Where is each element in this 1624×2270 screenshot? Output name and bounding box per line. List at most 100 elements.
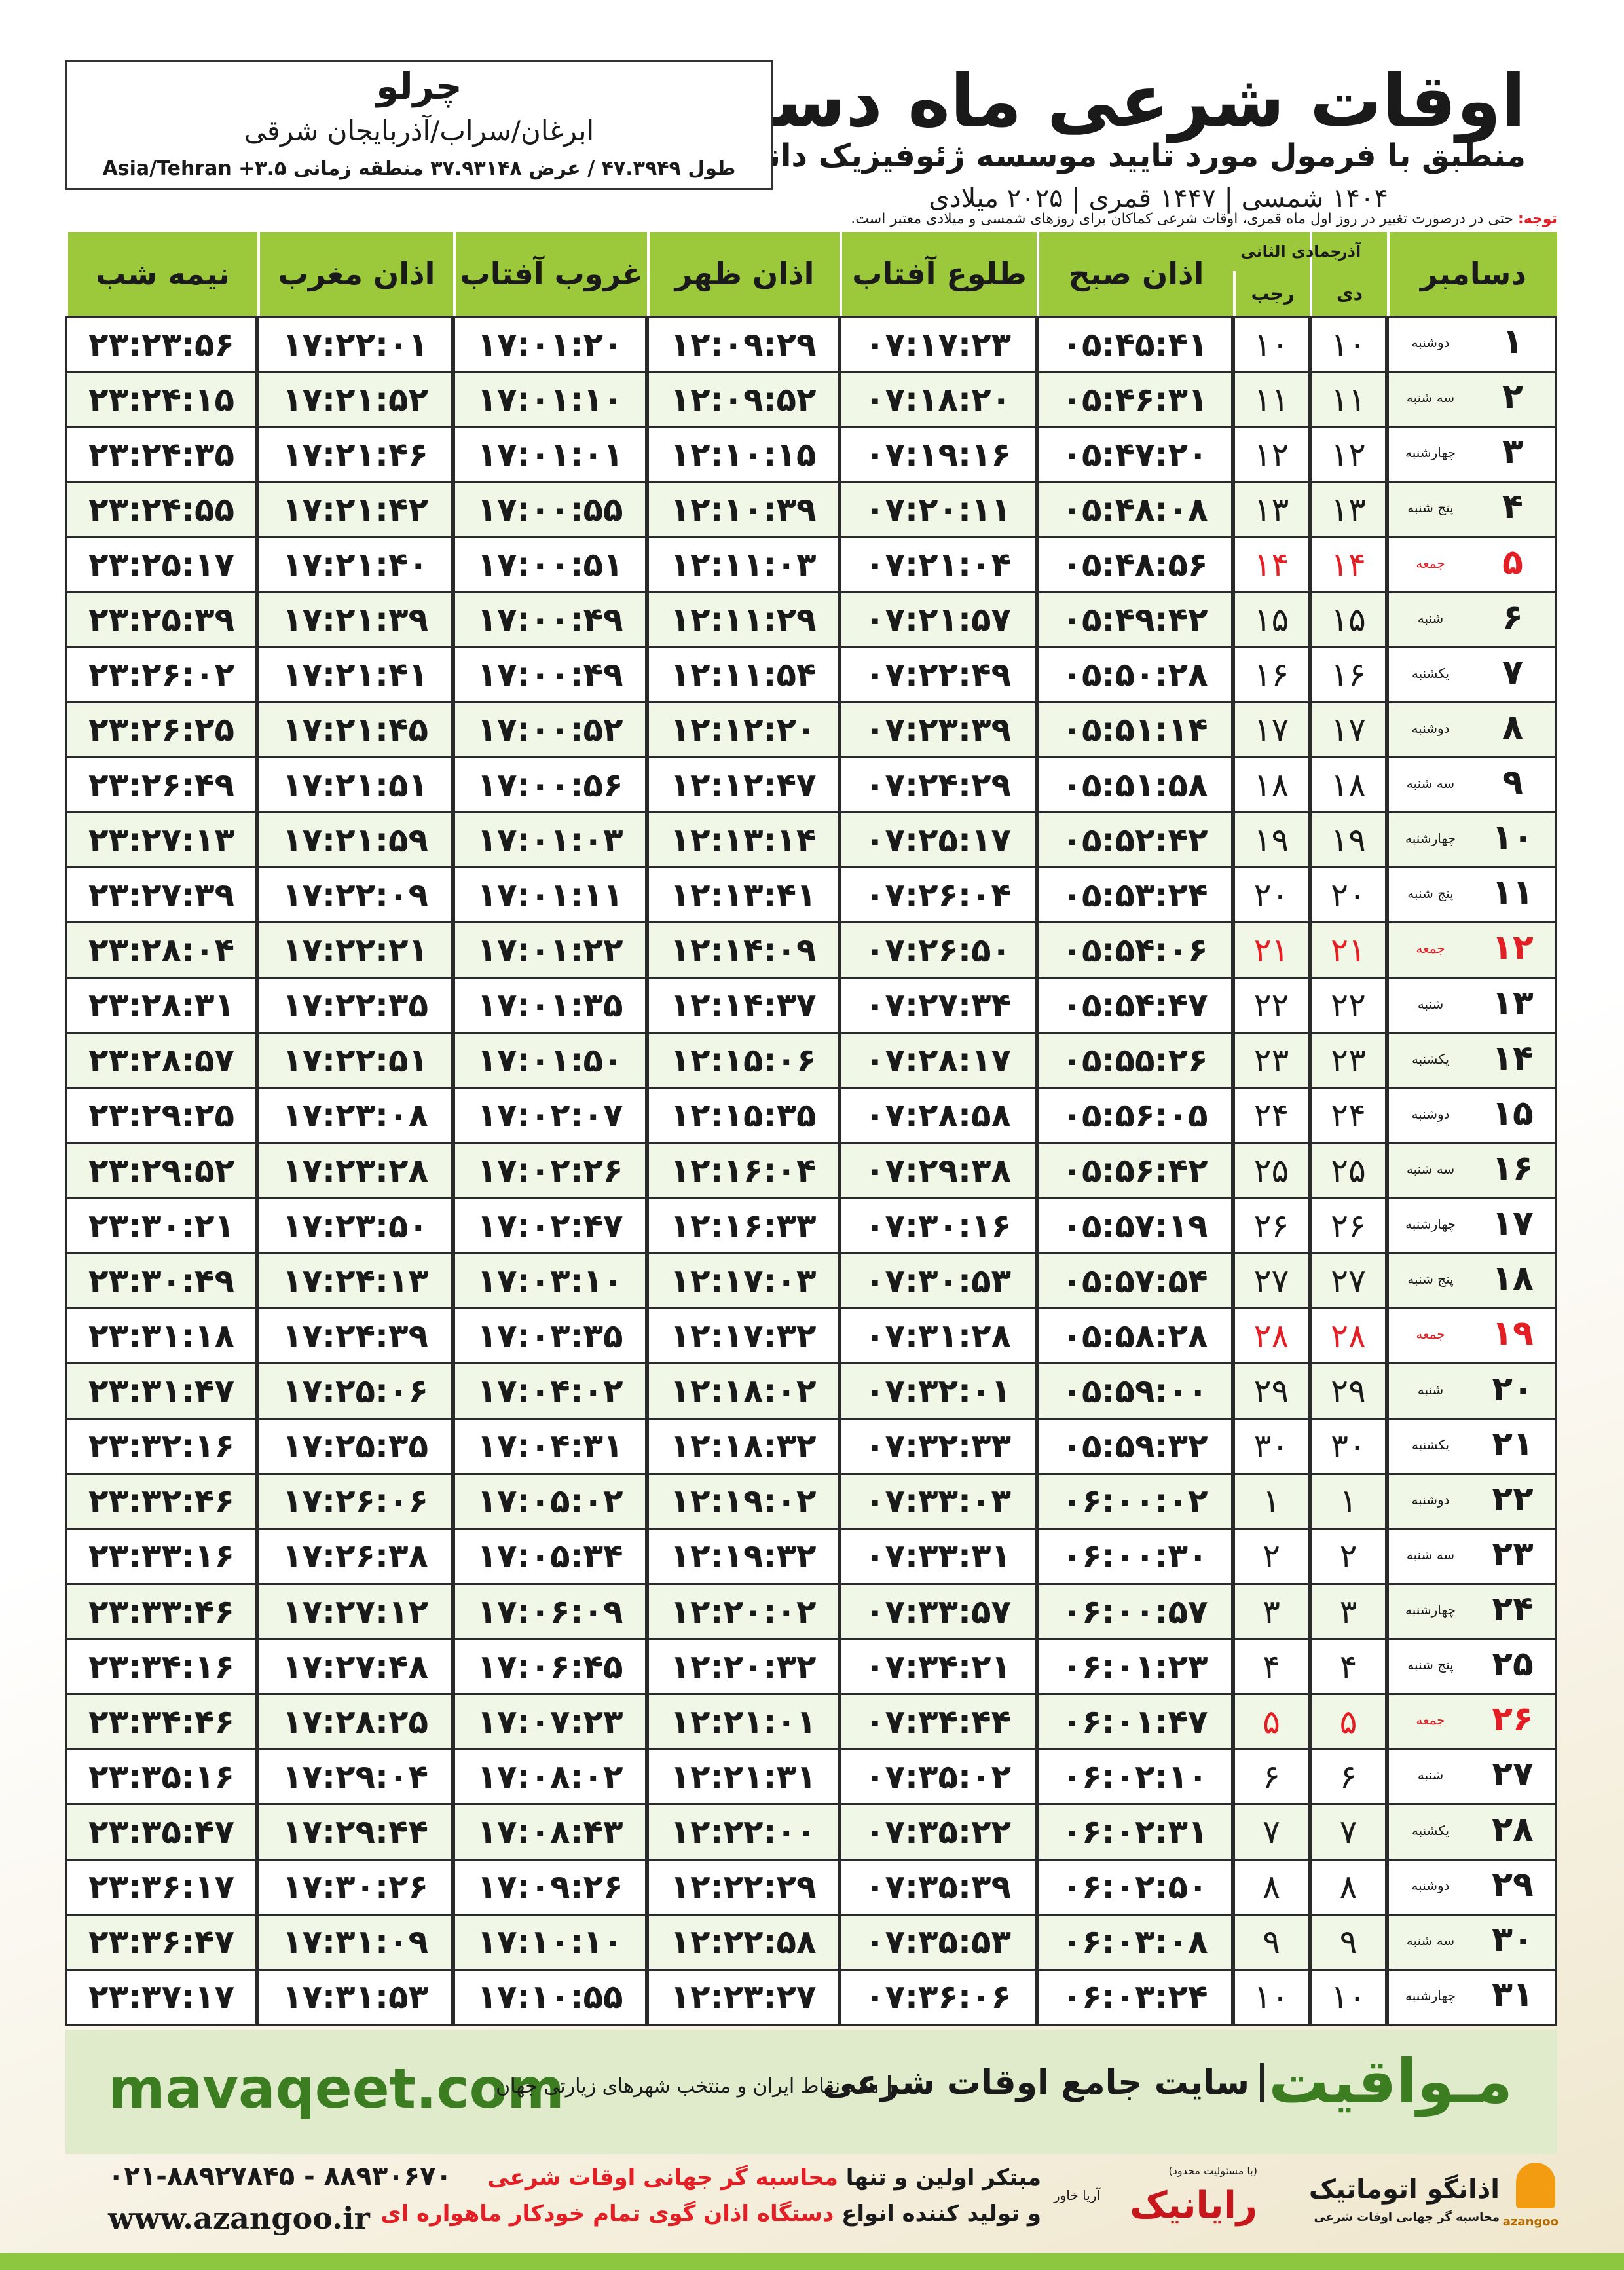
- hijri-day: ۲۴: [1331, 1096, 1366, 1135]
- prayer-time: ۰۷:۳۵:۵۳: [864, 1923, 1012, 1962]
- prayer-time: ۲۳:۲۴:۳۵: [88, 435, 235, 474]
- table-cell: ۱۲:۱۱:۵۴: [647, 646, 840, 703]
- table-cell: ۱۲:۱۳:۱۴: [647, 811, 840, 869]
- table-cell: ۱۰: [1310, 316, 1387, 373]
- prayer-time: ۱۲:۱۳:۴۱: [670, 876, 817, 914]
- prayer-time: ۰۷:۳۱:۲۸: [864, 1316, 1012, 1355]
- hijri-day: ۳: [1263, 1592, 1280, 1631]
- table-cell: ۱۷:۰۰:۵۱: [453, 536, 647, 593]
- table-cell: ۱۷:۲۲:۵۱: [257, 1032, 453, 1089]
- day-number: ۳۰: [1492, 1920, 1534, 1960]
- hijri-day: ۲۷: [1331, 1261, 1366, 1300]
- table-cell: ۱۷:۲۲:۲۱: [257, 921, 453, 979]
- prayer-time: ۰۷:۲۶:۵۰: [864, 931, 1012, 969]
- table-cell: ۰۶:۰۰:۵۷: [1037, 1582, 1233, 1641]
- day-number: ۶: [1502, 597, 1523, 637]
- prayer-time: ۱۷:۲۲:۰۹: [282, 876, 429, 914]
- table-cell: ۱۷:۰۱:۰۱: [453, 426, 647, 483]
- table-cell: ۱۲:۱۲:۲۰: [647, 701, 840, 759]
- table-cell: ۱۹: [1310, 811, 1387, 869]
- day-number: ۸: [1502, 707, 1523, 747]
- prayer-time: ۱۲:۱۶:۰۴: [670, 1151, 817, 1190]
- hijri-day: ۹: [1263, 1923, 1280, 1962]
- hijri-day: ۴: [1339, 1647, 1357, 1686]
- table-cell: ۲۱: [1310, 921, 1387, 979]
- table-cell: ۱۷:۰۷:۲۳: [453, 1693, 647, 1751]
- prayer-time: ۱۷:۰۷:۲۳: [477, 1702, 623, 1741]
- table-cell: [1387, 1582, 1557, 1641]
- hijri-day: ۲۵: [1253, 1151, 1289, 1190]
- table-cell: ۱۷:۲۱:۵۲: [257, 371, 453, 428]
- prayer-time: ۱۷:۰۰:۵۵: [477, 490, 623, 529]
- table-cell: ۰۷:۳۴:۴۴: [840, 1693, 1037, 1751]
- prayer-time: ۱۲:۱۱:۵۴: [670, 656, 817, 694]
- prayer-time: ۱۲:۲۲:۰۰: [670, 1813, 817, 1851]
- prayer-time: ۱۷:۲۹:۴۴: [282, 1813, 429, 1851]
- note-label: توجه:: [1517, 211, 1557, 227]
- weekday: چهارشنبه: [1405, 445, 1456, 461]
- prayer-time: ۱۷:۳۱:۰۹: [282, 1923, 429, 1962]
- prayer-time: ۱۲:۱۷:۰۳: [670, 1261, 817, 1300]
- day-number: ۲۳: [1492, 1534, 1534, 1574]
- weekday: چهارشنبه: [1405, 1987, 1456, 2003]
- prayer-time: ۰۷:۲۷:۳۴: [864, 986, 1012, 1025]
- table-cell: ۰۷:۳۵:۰۲: [840, 1748, 1037, 1806]
- prayer-time: ۱۷:۰۲:۴۷: [477, 1206, 623, 1245]
- weekday: سه شنبه: [1406, 775, 1455, 792]
- weekday: جمعه: [1416, 555, 1445, 571]
- prayer-time: ۰۷:۱۹:۱۶: [864, 435, 1012, 474]
- prayer-time: ۰۷:۲۵:۱۷: [864, 821, 1012, 859]
- table-cell: ۲۳:۳۲:۱۶: [65, 1417, 257, 1475]
- table-cell: ۲۳:۲۴:۵۵: [65, 481, 257, 538]
- table-cell: ۲۹: [1310, 1362, 1387, 1420]
- prayer-time: ۱۷:۲۳:۵۰: [282, 1206, 429, 1245]
- table-cell: ۸: [1310, 1858, 1387, 1916]
- prayer-time: ۱۲:۰۹:۵۲: [670, 380, 817, 419]
- table-cell: ۰۷:۳۱:۲۸: [840, 1307, 1037, 1365]
- table-cell: ۱۷:۲۱:۴۶: [257, 426, 453, 483]
- table-cell: ۰۵:۴۵:۴۱: [1037, 316, 1233, 373]
- hijri-day: ۲۵: [1331, 1151, 1366, 1190]
- day-number: ۱۳: [1492, 983, 1534, 1023]
- table-cell: ۱۷:۰۹:۲۶: [453, 1858, 647, 1916]
- prayer-time: ۰۷:۱۸:۲۰: [864, 380, 1012, 419]
- weekday: یکشنبه: [1411, 1436, 1450, 1453]
- prayer-time: ۱۷:۱۰:۵۵: [477, 1978, 623, 2017]
- hijri-day: ۲۸: [1331, 1316, 1366, 1355]
- prayer-time: ۰۷:۲۱:۰۴: [864, 546, 1012, 584]
- hijri-day: ۲۹: [1331, 1372, 1366, 1410]
- table-cell: ۲۳:۲۴:۳۵: [65, 426, 257, 483]
- day-number: ۵: [1502, 542, 1523, 582]
- table-cell: [1387, 646, 1557, 703]
- logo-en: azangoo: [1502, 2215, 1559, 2229]
- table-cell: ۲۵: [1233, 1142, 1310, 1200]
- table-cell: ۱۷:۰۵:۰۲: [453, 1472, 647, 1530]
- table-cell: ۱۷:۲۱:۴۲: [257, 481, 453, 538]
- table-cell: ۲۵: [1310, 1142, 1387, 1200]
- prayer-time: ۱۷:۲۴:۱۳: [282, 1261, 429, 1300]
- prayer-time: ۱۷:۰۲:۲۶: [477, 1151, 623, 1190]
- hijri-day: ۱۰: [1331, 1978, 1366, 2017]
- table-cell: ۱۷:۳۱:۵۳: [257, 1968, 453, 2026]
- table-cell: ۰۷:۱۹:۱۶: [840, 426, 1037, 483]
- coords: طول ۴۷.۳۹۴۹ / عرض ۳۷.۹۳۱۴۸ منطقه زمانی ۳…: [102, 157, 736, 180]
- note: توجه: حتی در درصورت تغییر در روز اول ماه…: [851, 211, 1557, 227]
- day-number: ۷: [1502, 652, 1523, 692]
- prayer-time: ۱۷:۲۱:۴۱: [282, 656, 429, 694]
- table-cell: ۲۹: [1233, 1362, 1310, 1420]
- promo-highlight: دستگاه اذان گوی تمام خودکار ماهواره ای: [380, 2201, 834, 2227]
- hijri-day: ۱۱: [1331, 380, 1366, 419]
- prayer-time: ۰۷:۳۵:۲۲: [864, 1813, 1012, 1851]
- hijri-day: ۲: [1339, 1537, 1357, 1576]
- prayer-time: ۲۳:۳۷:۱۷: [88, 1978, 235, 2017]
- prayer-time: ۰۵:۵۹:۳۲: [1061, 1427, 1208, 1466]
- prayer-time: ۲۳:۲۵:۱۷: [88, 546, 235, 584]
- table-cell: ۱۲:۰۹:۲۹: [647, 316, 840, 373]
- prayer-time: ۰۵:۵۷:۵۴: [1061, 1261, 1208, 1300]
- table-cell: ۵: [1310, 1693, 1387, 1751]
- prayer-time: ۱۷:۲۱:۳۹: [282, 601, 429, 639]
- prayer-time: ۱۷:۳۱:۵۳: [282, 1978, 429, 2017]
- table-cell: ۹: [1310, 1913, 1387, 1971]
- hijri-day: ۳: [1339, 1592, 1357, 1631]
- table-cell: ۱۷:۰۳:۳۵: [453, 1307, 647, 1365]
